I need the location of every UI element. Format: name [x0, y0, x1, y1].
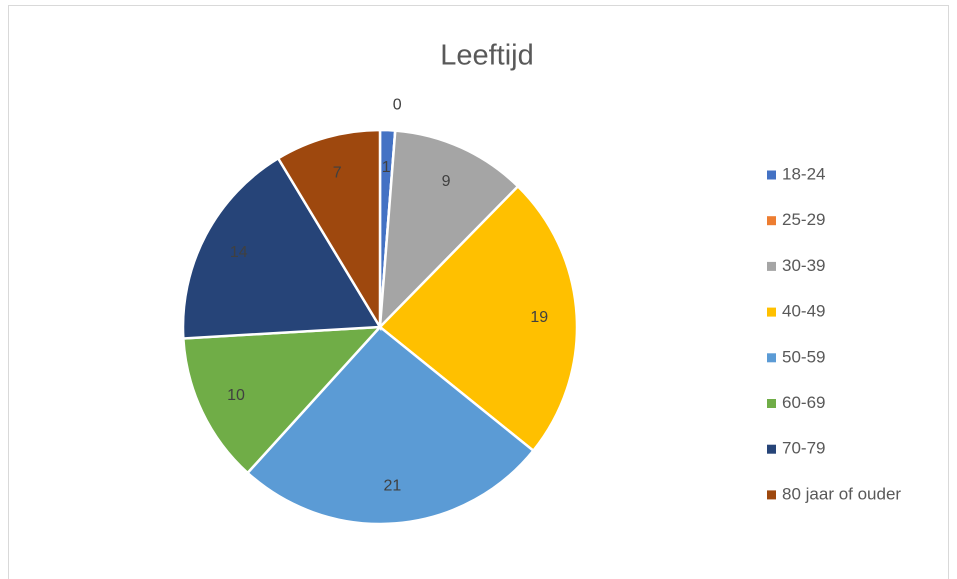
data-label: 14: [230, 244, 248, 261]
legend-marker: [767, 399, 776, 408]
pie-slice: [378, 184, 579, 453]
pie-slice: [181, 156, 383, 340]
data-label: 1: [382, 159, 391, 176]
legend-marker: [767, 170, 776, 180]
legend-marker: [767, 261, 776, 271]
legend-label: 25-29: [782, 210, 825, 229]
pie-slice: [276, 128, 382, 332]
data-label: 7: [333, 164, 342, 181]
legend-marker: [767, 444, 776, 454]
legend-label: 40-49: [782, 302, 825, 321]
pie-slice: [182, 325, 383, 475]
legend-marker: [767, 307, 776, 317]
pie-slice: [245, 325, 536, 526]
chart-title: Leeftijd: [440, 40, 534, 72]
data-label: 0: [393, 96, 402, 113]
legend-marker: [767, 353, 776, 363]
legend-label: 80 jaar of ouder: [782, 484, 901, 503]
data-label: 21: [383, 477, 401, 494]
legend-label: 60-69: [782, 393, 825, 412]
legend-label: 70-79: [782, 439, 825, 458]
data-label: 19: [530, 309, 548, 326]
pie-slice: [378, 129, 520, 331]
data-label: 9: [442, 173, 451, 190]
legend-label: 30-39: [782, 256, 825, 275]
legend-marker: [767, 216, 776, 226]
legend-marker: [767, 490, 776, 500]
legend-label: 18-24: [782, 164, 825, 183]
legend-label: 50-59: [782, 347, 825, 366]
data-label: 10: [227, 387, 245, 404]
